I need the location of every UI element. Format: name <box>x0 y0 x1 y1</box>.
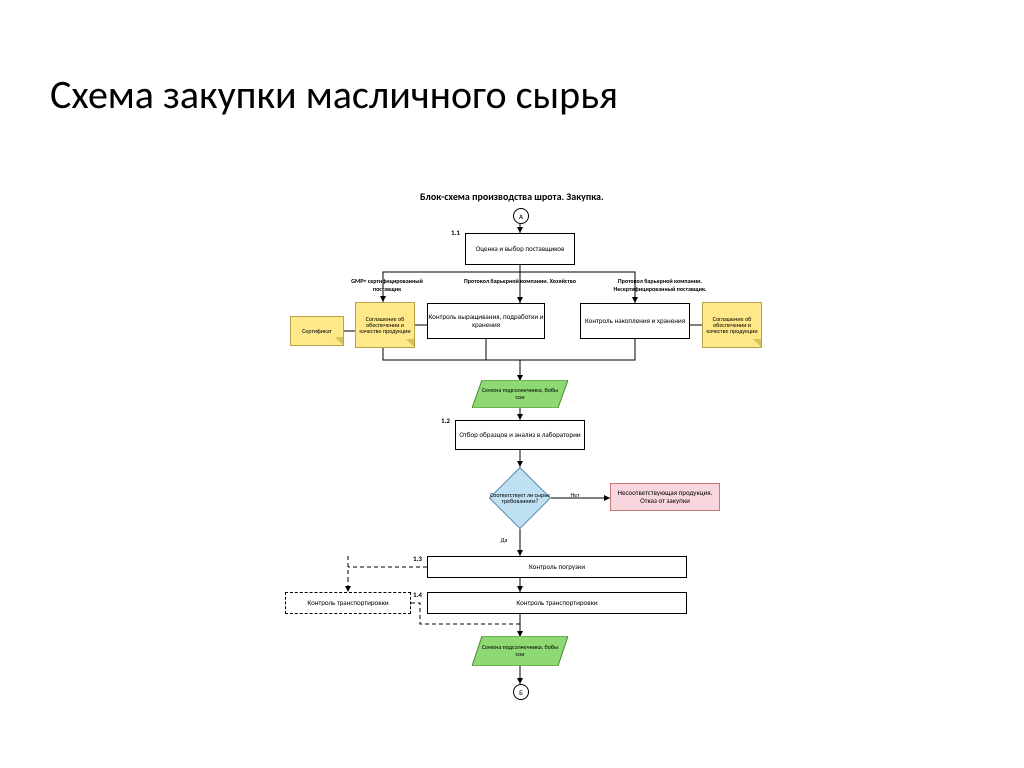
node-A: A <box>513 208 529 224</box>
node-agR: Соглашение об обеспечении и качестве про… <box>702 302 762 348</box>
step-number-n13: 1.3 <box>413 554 422 563</box>
node-n13: Контроль погрузки <box>427 556 687 578</box>
step-number-n14: 1.4 <box>413 590 422 599</box>
node-no: Нет <box>565 491 585 499</box>
node-seeds1: Семена подсолнечника, бобы сои <box>472 380 568 408</box>
node-n11: Оценка и выбор поставщиков <box>465 233 575 265</box>
node-colM: Протокол барьерной компании. Хозяйство <box>460 277 580 285</box>
node-colL: GMP+ сертифицированный поставщик <box>337 277 437 293</box>
node-B: Б <box>513 684 529 700</box>
node-ctrlGrow: Контроль выращивания, подработки и хране… <box>427 303 545 339</box>
node-yes: Да <box>495 536 513 544</box>
node-seeds2: Семена подсолнечника, бобы сои <box>472 636 568 666</box>
node-dec: Соответствует ли сырье требованиям? <box>489 467 551 529</box>
node-colR: Протокол барьерной компании. Несертифици… <box>590 277 730 293</box>
node-n14: Контроль транспортировки <box>427 592 687 614</box>
step-number-n12: 1.2 <box>441 416 450 425</box>
node-n12: Отбор образцов и анализ в лаборатории <box>455 420 585 450</box>
node-rej: Несоответствующая продукция. Отказ от за… <box>610 483 720 511</box>
node-ctrlAcc: Контроль накопления и хранения <box>580 303 690 339</box>
node-agL: Соглашение об обеспечении и качестве про… <box>355 302 415 348</box>
step-number-n11: 1.1 <box>451 228 460 237</box>
node-cert: Сертификат <box>290 316 344 346</box>
diagram-title: Блок-схема производства шрота. Закупка. <box>420 190 604 203</box>
slide-title: Схема закупки масличного сырья <box>50 70 618 119</box>
node-ctrlTrD: Контроль транспортировки <box>285 592 411 614</box>
